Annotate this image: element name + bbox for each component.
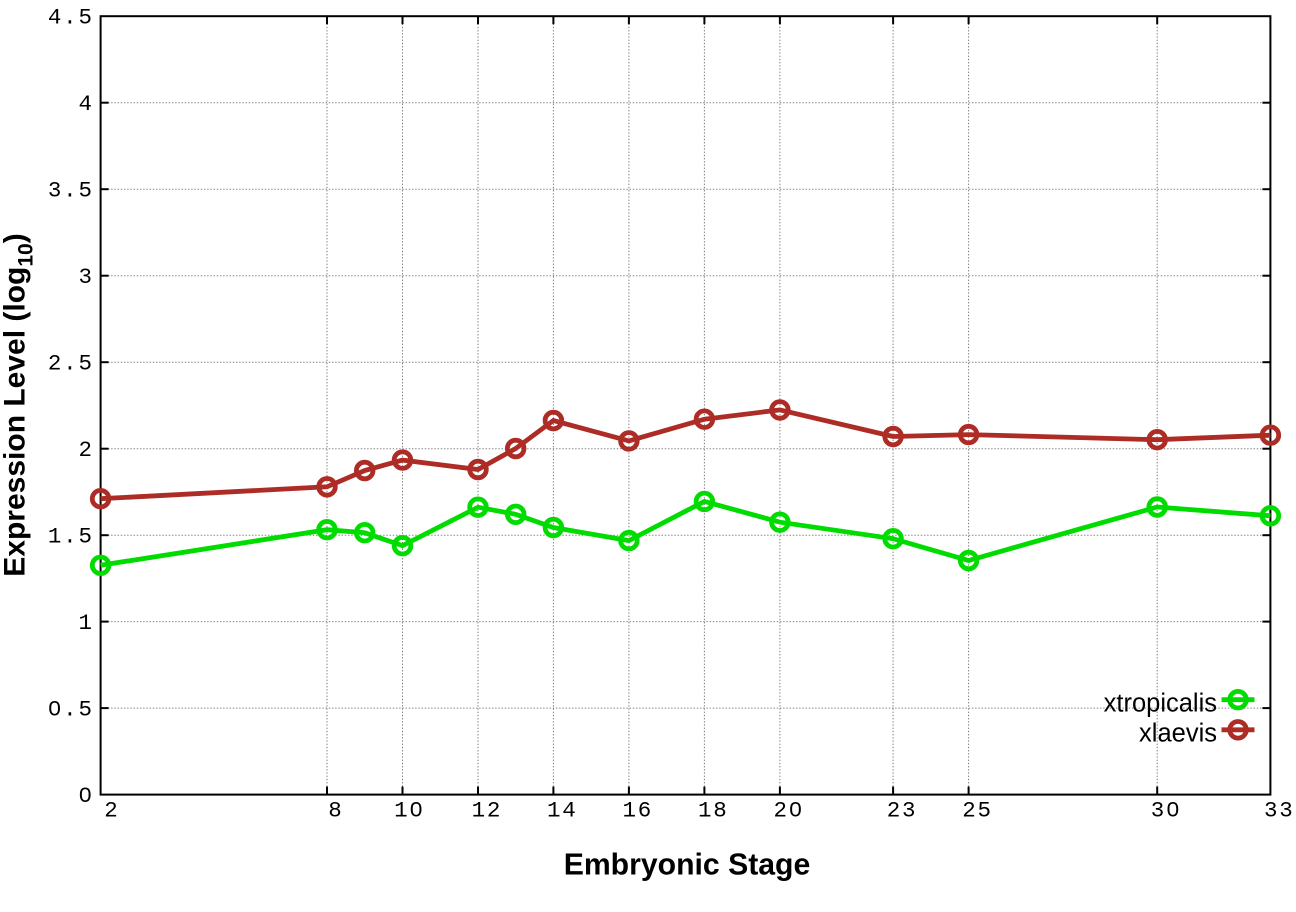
svg-text:4.5: 4.5 <box>48 5 94 31</box>
svg-text:8: 8 <box>328 798 343 824</box>
svg-text:1: 1 <box>78 610 93 636</box>
svg-text:20: 20 <box>773 798 804 824</box>
svg-text:30: 30 <box>1151 798 1182 824</box>
svg-text:xtropicalis: xtropicalis <box>1104 689 1217 717</box>
svg-text:Expression Level (log10): Expression Level (log10) <box>0 233 38 576</box>
svg-text:18: 18 <box>698 798 729 824</box>
svg-text:4: 4 <box>78 91 93 117</box>
svg-text:1.5: 1.5 <box>48 524 94 550</box>
svg-text:3: 3 <box>78 264 93 290</box>
svg-text:23: 23 <box>887 798 918 824</box>
svg-text:3.5: 3.5 <box>48 178 94 204</box>
svg-text:12: 12 <box>472 798 503 824</box>
svg-text:Embryonic Stage: Embryonic Stage <box>564 849 811 882</box>
svg-text:33: 33 <box>1264 798 1295 824</box>
svg-text:14: 14 <box>547 798 578 824</box>
svg-text:xlaevis: xlaevis <box>1139 719 1217 747</box>
svg-text:2: 2 <box>104 798 119 824</box>
svg-text:10: 10 <box>394 798 425 824</box>
svg-text:25: 25 <box>962 798 993 824</box>
svg-text:16: 16 <box>622 798 653 824</box>
svg-text:2.5: 2.5 <box>48 351 94 377</box>
svg-text:2: 2 <box>78 437 93 463</box>
